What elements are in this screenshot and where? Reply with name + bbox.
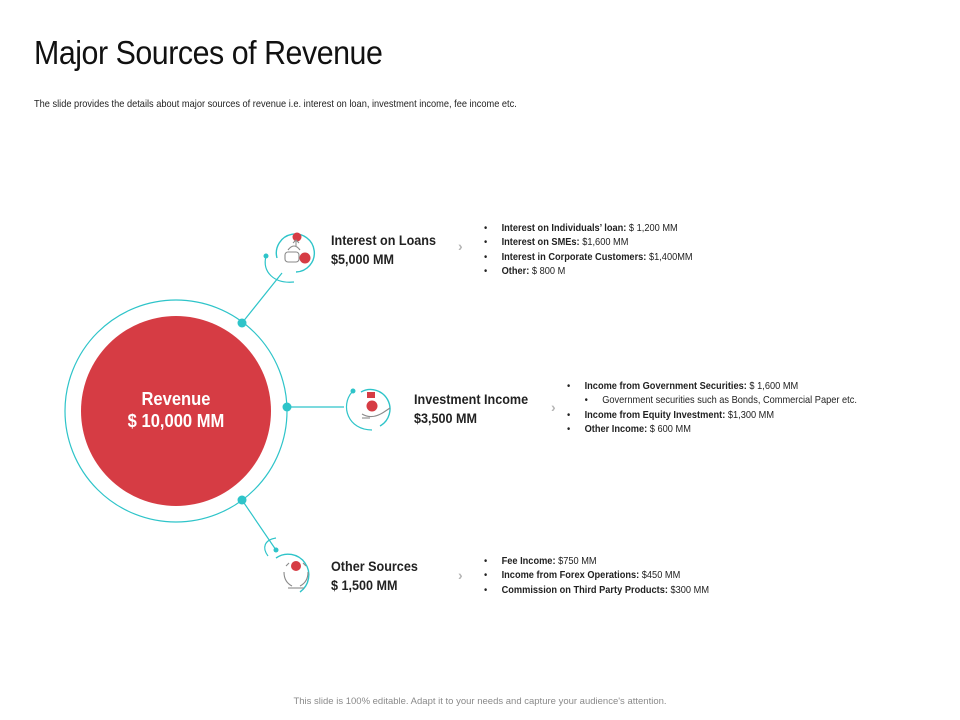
list-item: Government securities such as Bonds, Com… bbox=[567, 393, 857, 408]
revenue-value: $ 10,000 MM bbox=[127, 411, 225, 431]
details-list-investment-income: Income from Government Securities: $ 1,6… bbox=[567, 379, 857, 436]
connector-dot-loans bbox=[237, 318, 247, 328]
list-item: Interest on Individuals’ loan: $ 1,200 M… bbox=[484, 221, 693, 236]
connector-line-loans bbox=[241, 272, 283, 324]
list-item: Interest on SMEs: $1,600 MM bbox=[484, 235, 693, 250]
list-item: Interest in Corporate Customers: $1,400M… bbox=[484, 250, 693, 265]
revenue-label: Revenue bbox=[141, 389, 211, 409]
node-investment-income bbox=[345, 388, 391, 431]
node-title-interest-on-loans: Interest on Loans $5,000 MM bbox=[331, 231, 436, 269]
list-item: Income from Government Securities: $ 1,6… bbox=[567, 379, 857, 394]
chevron-right-icon: › bbox=[458, 567, 463, 583]
page-title: Major Sources of Revenue bbox=[34, 34, 383, 71]
list-item: Income from Forex Operations: $450 MM bbox=[484, 568, 709, 583]
list-item: Income from Equity Investment: $1,300 MM bbox=[567, 408, 857, 423]
node-value: $ 1,500 MM bbox=[331, 577, 398, 593]
node-title: Other Sources bbox=[331, 558, 418, 574]
node-value: $5,000 MM bbox=[331, 251, 395, 267]
node-title-investment-income: Investment Income $3,500 MM bbox=[414, 390, 528, 428]
list-item: Commission on Third Party Products: $300… bbox=[484, 583, 709, 598]
chevron-right-icon: › bbox=[551, 399, 556, 415]
node-title: Interest on Loans bbox=[331, 232, 437, 248]
money-bag-plant-icon bbox=[284, 232, 311, 264]
chevron-right-icon: › bbox=[458, 238, 463, 254]
hands-coin-icon bbox=[283, 561, 309, 589]
node-title-other-sources: Other Sources $ 1,500 MM bbox=[331, 557, 418, 595]
page-subtitle: The slide provides the details about maj… bbox=[34, 98, 517, 110]
list-item: Fee Income: $750 MM bbox=[484, 554, 709, 569]
node-value: $3,500 MM bbox=[414, 410, 478, 426]
node-interest-on-loans bbox=[263, 232, 316, 283]
footer-note: This slide is 100% editable. Adapt it to… bbox=[293, 696, 667, 707]
revenue-center-label: Revenue $ 10,000 MM bbox=[90, 388, 263, 432]
details-list-other-sources: Fee Income: $750 MM Income from Forex Op… bbox=[484, 554, 709, 597]
connector-dot-investment bbox=[282, 402, 292, 412]
revenue-circle bbox=[81, 316, 271, 506]
connector-line-other bbox=[241, 499, 277, 551]
details-list-interest-on-loans: Interest on Individuals’ loan: $ 1,200 M… bbox=[484, 221, 693, 278]
list-item: Other: $ 800 M bbox=[484, 264, 693, 279]
node-other-sources bbox=[264, 537, 310, 593]
list-item: Other Income: $ 600 MM bbox=[567, 422, 857, 437]
hand-money-bag-icon bbox=[361, 392, 391, 419]
node-title: Investment Income bbox=[414, 391, 529, 407]
connector-dot-other bbox=[237, 495, 247, 505]
